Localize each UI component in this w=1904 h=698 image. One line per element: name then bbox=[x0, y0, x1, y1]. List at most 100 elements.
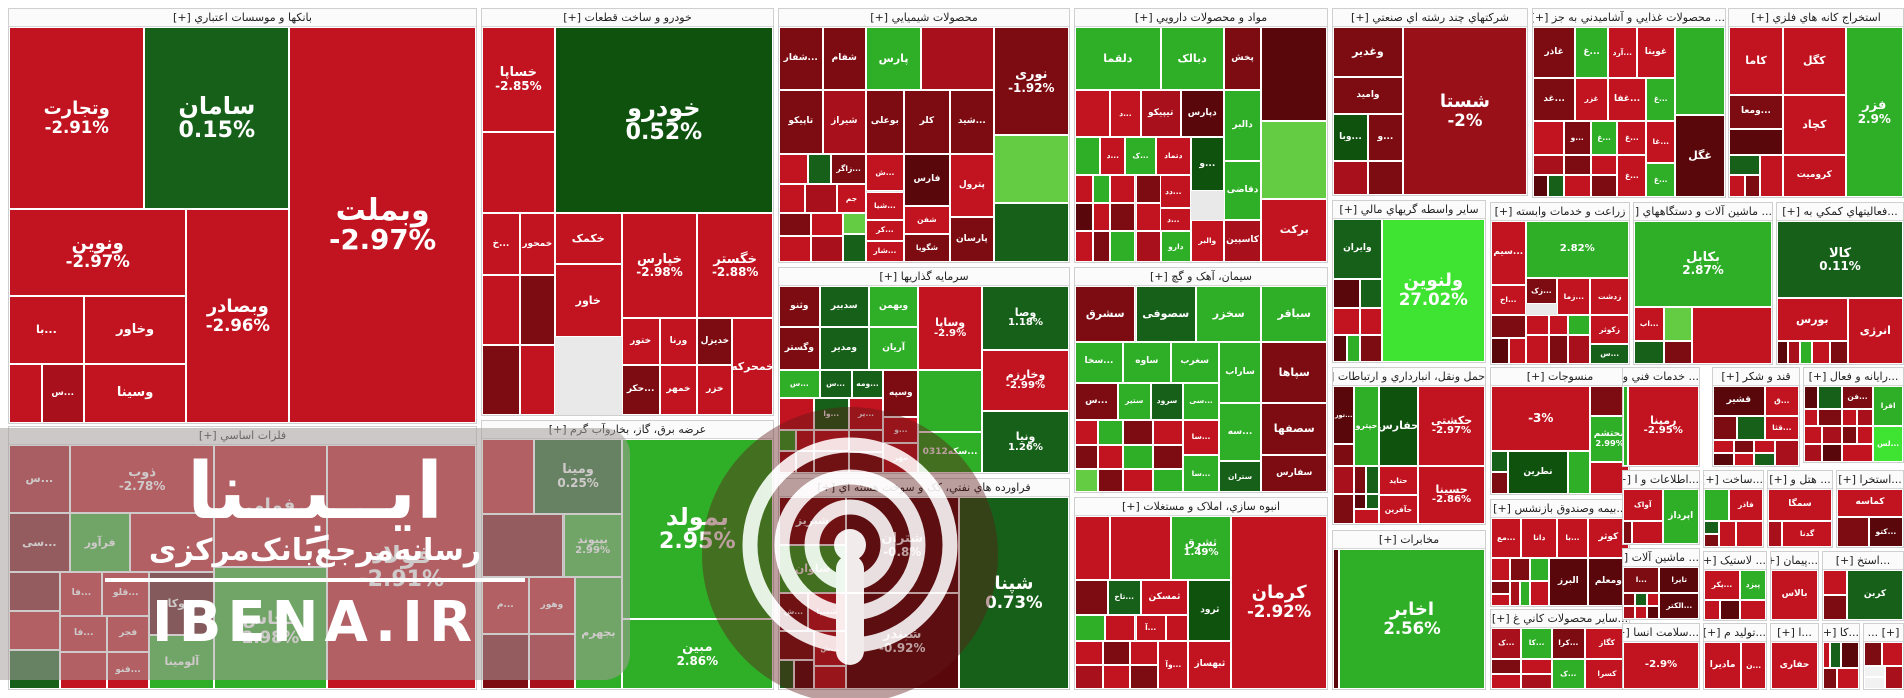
stock-tile-اپرداز[interactable]: اپرداز bbox=[1662, 489, 1699, 544]
stock-tile[interactable] bbox=[1153, 444, 1184, 470]
stock-tile[interactable] bbox=[1354, 466, 1367, 494]
stock-tile-کاما[interactable]: کاما bbox=[1729, 27, 1783, 95]
stock-tile-شپنا[interactable]: شپنا 0.73% bbox=[958, 497, 1069, 689]
stock-tile[interactable] bbox=[848, 452, 884, 473]
sector-title[interactable]: ...فعاليتهاي کمکي به [+] bbox=[1777, 203, 1903, 221]
stock-tile[interactable] bbox=[1548, 174, 1564, 197]
stock-tile[interactable] bbox=[9, 571, 61, 611]
stock-tile[interactable] bbox=[1075, 664, 1103, 689]
stock-tile[interactable] bbox=[1623, 606, 1636, 619]
stock-tile[interactable] bbox=[1510, 557, 1530, 582]
sector-title[interactable]: سيمان، آهک و گچ [+] bbox=[1075, 268, 1327, 286]
stock-tile[interactable] bbox=[1568, 335, 1591, 364]
stock-tile[interactable] bbox=[1713, 416, 1738, 441]
stock-tile-وامید[interactable]: وامید bbox=[1333, 77, 1403, 115]
stock-tile-فرآور[interactable]: فرآور bbox=[69, 513, 131, 572]
stock-tile-وسپه[interactable]: وسپه bbox=[883, 370, 919, 417]
stock-tile-شبریز[interactable]: شبریز bbox=[779, 497, 846, 545]
stock-tile[interactable] bbox=[1333, 279, 1361, 308]
stock-tile-...فا[interactable] bbox=[1736, 520, 1763, 547]
stock-tile[interactable] bbox=[1075, 614, 1106, 641]
stock-tile-...لس[interactable]: ...لس bbox=[1873, 425, 1903, 462]
stock-tile[interactable] bbox=[1333, 466, 1355, 494]
stock-tile[interactable] bbox=[1768, 520, 1783, 547]
sector-title[interactable]: سرمايه گذاريها [+] bbox=[779, 268, 1069, 286]
stock-tile[interactable] bbox=[1821, 443, 1842, 462]
stock-tile[interactable] bbox=[1563, 174, 1591, 197]
stock-tile[interactable]: -2.9% bbox=[1623, 642, 1699, 689]
stock-tile-گدنا[interactable]: گدنا bbox=[1782, 520, 1832, 547]
stock-tile-سپاها[interactable]: سپاها bbox=[1261, 341, 1327, 404]
stock-tile[interactable] bbox=[1360, 279, 1382, 308]
stock-tile-ونوین[interactable]: ونوین -2.97% bbox=[9, 209, 187, 297]
stock-tile[interactable] bbox=[1508, 338, 1526, 364]
stock-tile-...سی[interactable]: ...سی bbox=[9, 513, 70, 572]
stock-tile[interactable] bbox=[1130, 664, 1159, 689]
stock-tile[interactable] bbox=[1333, 443, 1355, 467]
stock-tile[interactable] bbox=[1704, 600, 1721, 620]
stock-tile[interactable] bbox=[1130, 640, 1159, 665]
stock-tile-...م[interactable]: ...م bbox=[482, 576, 529, 634]
stock-tile[interactable] bbox=[1864, 665, 1886, 678]
stock-tile[interactable] bbox=[918, 370, 982, 432]
stock-tile-...ومه[interactable]: ...ومه bbox=[851, 370, 884, 399]
stock-tile[interactable] bbox=[1075, 640, 1103, 665]
stock-tile-...د[interactable]: ...د bbox=[1155, 207, 1191, 232]
stock-tile[interactable] bbox=[1261, 27, 1327, 121]
sector-title[interactable]: ...استخرا [+] bbox=[1837, 471, 1903, 489]
stock-tile-...کا[interactable]: ...کا bbox=[1521, 628, 1552, 659]
sector-title[interactable]: ساير واسطه گريهاي مالي [+] bbox=[1333, 201, 1485, 219]
stock-tile[interactable] bbox=[1333, 493, 1355, 524]
stock-tile-...س[interactable]: ...س bbox=[779, 370, 820, 399]
stock-tile[interactable] bbox=[9, 363, 42, 423]
stock-tile[interactable] bbox=[1110, 175, 1136, 204]
stock-tile-...غ[interactable]: ...غ bbox=[1646, 163, 1676, 197]
stock-tile-زدشت[interactable]: زدشت bbox=[1590, 278, 1629, 316]
stock-tile[interactable] bbox=[1529, 557, 1549, 582]
stock-tile-خزر[interactable]: خزر bbox=[697, 364, 733, 415]
stock-tile-...زک[interactable]: ...زک bbox=[1525, 278, 1558, 304]
stock-tile-وصا[interactable]: وصا 1.18% bbox=[982, 286, 1069, 350]
stock-tile-خدیزل[interactable]: خدیزل bbox=[697, 318, 733, 365]
stock-tile-فملی[interactable]: فملی bbox=[214, 445, 327, 567]
stock-tile-کلر[interactable]: کلر bbox=[903, 90, 951, 154]
stock-tile-ومینا[interactable]: ومینا 0.25% bbox=[534, 439, 622, 514]
stock-tile-...وا[interactable]: ...وا bbox=[813, 398, 849, 430]
stock-tile-سباقر[interactable]: سباقر bbox=[1261, 286, 1327, 342]
stock-tile[interactable] bbox=[1760, 154, 1783, 197]
stock-tile-خپارس[interactable]: خپارس -2.98% bbox=[621, 213, 698, 318]
stock-tile-...مع[interactable]: ...مع bbox=[1491, 518, 1522, 558]
stock-tile[interactable] bbox=[1075, 175, 1093, 204]
stock-tile[interactable] bbox=[1664, 306, 1692, 342]
stock-tile-آریان[interactable]: آریان bbox=[868, 327, 919, 371]
stock-tile[interactable] bbox=[796, 450, 814, 473]
stock-tile-وتوکا[interactable]: وتوکا bbox=[149, 571, 215, 636]
stock-tile-...زاگر[interactable]: ...زاگر bbox=[831, 153, 866, 185]
stock-tile[interactable] bbox=[1881, 642, 1903, 666]
stock-tile[interactable] bbox=[1110, 203, 1136, 232]
stock-tile-...قلو[interactable]: ...قلو bbox=[102, 571, 150, 616]
stock-tile-...یکر[interactable]: ...یکر bbox=[1704, 570, 1740, 600]
stock-tile[interactable] bbox=[779, 429, 797, 451]
stock-tile-وبصادر[interactable]: وبصادر -2.96% bbox=[186, 209, 290, 423]
stock-tile[interactable] bbox=[1533, 154, 1564, 175]
stock-tile[interactable] bbox=[1092, 231, 1111, 262]
stock-tile[interactable] bbox=[1102, 664, 1131, 689]
sector-title[interactable]: عرضه برق، گاز، بخاروآب گرم [+] bbox=[482, 421, 773, 439]
stock-tile-...سی[interactable]: ...سی bbox=[1183, 382, 1219, 420]
sector-title[interactable]: ...رايانه و فعال [+] bbox=[1804, 368, 1903, 386]
stock-tile[interactable] bbox=[842, 212, 866, 234]
stock-tile-...کتو[interactable]: ...کتو bbox=[1868, 516, 1903, 547]
stock-tile-شسپا[interactable]: شسپا bbox=[808, 593, 846, 632]
stock-tile[interactable] bbox=[1122, 444, 1154, 470]
sector-title[interactable]: فلزات اساسي [+] bbox=[9, 427, 476, 445]
stock-tile[interactable] bbox=[1817, 408, 1842, 426]
sector-title[interactable]: مخابرات [+] bbox=[1333, 531, 1485, 549]
stock-tile-بورس[interactable]: بورس bbox=[1777, 298, 1848, 342]
stock-tile-وتجارت[interactable]: وتجارت -2.91% bbox=[9, 27, 145, 210]
stock-tile-...ا[interactable]: ...ا bbox=[1623, 567, 1660, 593]
stock-tile-ثرود[interactable]: ثرود bbox=[1188, 580, 1232, 641]
stock-tile[interactable] bbox=[482, 275, 520, 346]
stock-tile-شبندر[interactable]: شبندر -0.92% bbox=[845, 593, 959, 689]
stock-tile[interactable] bbox=[1799, 341, 1813, 364]
